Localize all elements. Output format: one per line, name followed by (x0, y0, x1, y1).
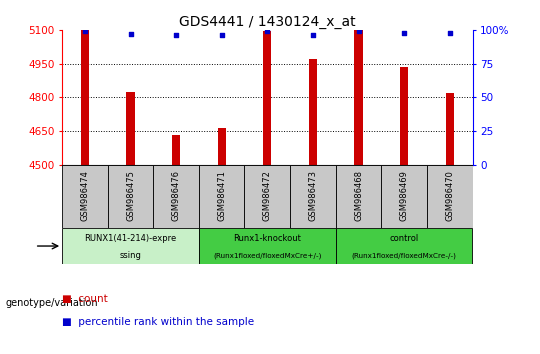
Bar (81, 30, 89, 165)
Text: GSM986469: GSM986469 (400, 170, 409, 221)
Text: GSM986470: GSM986470 (445, 170, 454, 221)
Text: Runx1-knockout: Runx1-knockout (233, 234, 301, 243)
Text: control: control (389, 234, 418, 243)
Bar (126, 92, 134, 165)
Text: genotype/variation: genotype/variation (5, 298, 98, 308)
Bar (263, 31, 272, 165)
Text: ■  percentile rank within the sample: ■ percentile rank within the sample (62, 317, 254, 327)
Text: (Runx1floxed/floxedMxCre-/-): (Runx1floxed/floxedMxCre-/-) (352, 253, 456, 259)
Text: GSM986473: GSM986473 (308, 170, 318, 221)
Point (172, 33, 180, 38)
Bar (218, 128, 226, 165)
Point (354, 29, 363, 34)
Bar (336, 228, 472, 264)
Bar (427, 165, 472, 228)
Point (218, 33, 226, 38)
Title: GDS4441 / 1430124_x_at: GDS4441 / 1430124_x_at (179, 15, 356, 29)
Point (80, 29, 89, 34)
Bar (62, 228, 199, 264)
Bar (354, 30, 362, 165)
Bar (446, 93, 454, 165)
Text: GSM986468: GSM986468 (354, 170, 363, 221)
Bar (336, 165, 381, 228)
Bar (199, 165, 245, 228)
Text: GSM986475: GSM986475 (126, 170, 135, 221)
Bar (107, 165, 153, 228)
Bar (381, 165, 427, 228)
Text: GSM986474: GSM986474 (80, 170, 90, 221)
Point (446, 30, 454, 36)
Bar (245, 165, 290, 228)
Bar (172, 136, 180, 165)
Bar (199, 228, 336, 264)
Bar (309, 59, 317, 165)
Point (126, 31, 135, 37)
Bar (153, 165, 199, 228)
Point (400, 30, 408, 36)
Text: GSM986471: GSM986471 (217, 170, 226, 221)
Text: ssing: ssing (119, 251, 141, 261)
Point (308, 33, 317, 38)
Bar (400, 67, 408, 165)
Text: GSM986472: GSM986472 (263, 170, 272, 221)
Point (263, 29, 272, 34)
Bar (290, 165, 336, 228)
Text: GSM986476: GSM986476 (172, 170, 180, 221)
Text: ■  count: ■ count (62, 294, 108, 304)
Text: RUNX1(41-214)-expre: RUNX1(41-214)-expre (84, 234, 177, 243)
Text: (Runx1floxed/floxedMxCre+/-): (Runx1floxed/floxedMxCre+/-) (213, 253, 321, 259)
Bar (62, 165, 107, 228)
